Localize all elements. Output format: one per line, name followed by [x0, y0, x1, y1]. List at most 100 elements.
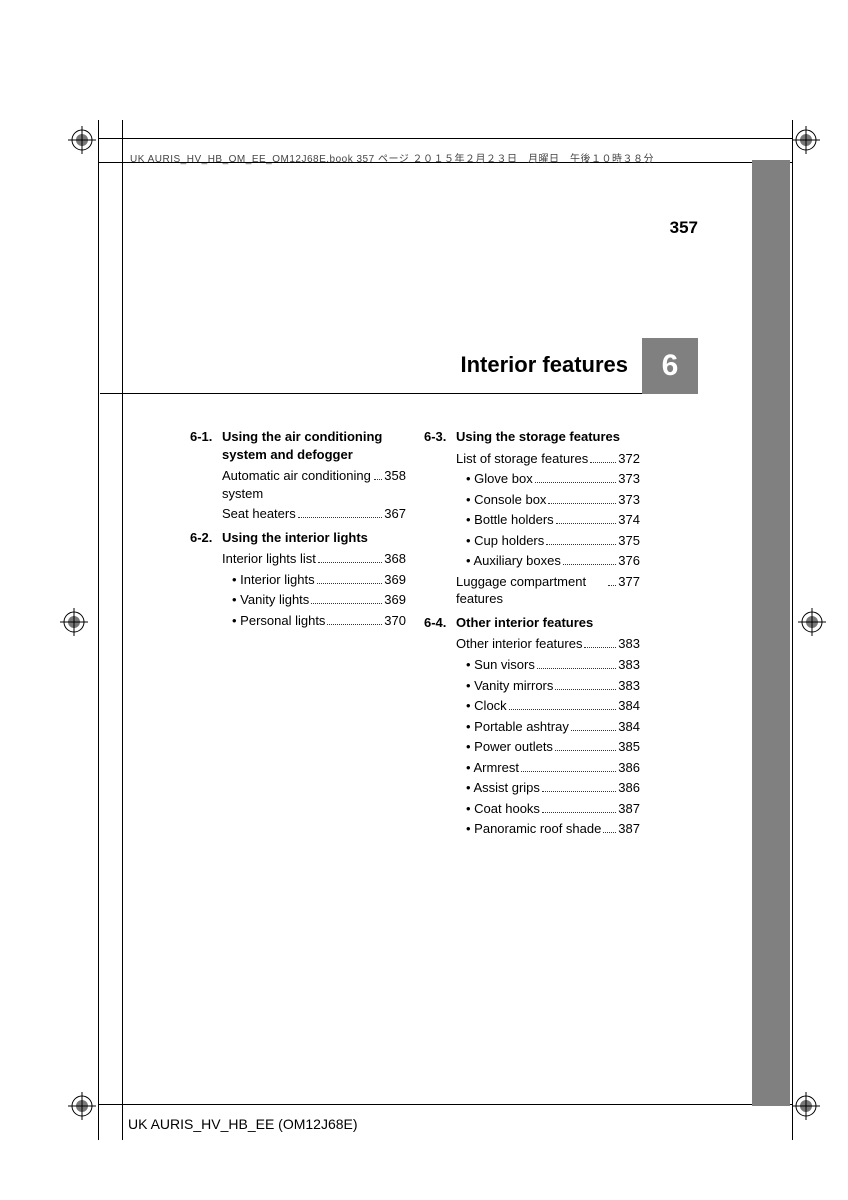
toc-section-number: 6-1.	[190, 428, 222, 463]
toc-entry: • Auxiliary boxes 376	[466, 552, 640, 570]
header-meta-text: UK AURIS_HV_HB_OM_EE_OM12J68E.book 357 ペ…	[130, 150, 654, 165]
toc-entry-label: Other interior features	[456, 635, 582, 653]
toc-entry-page: 385	[618, 738, 640, 756]
toc-entry-page: 383	[618, 677, 640, 695]
registration-mark-icon	[792, 126, 820, 154]
toc-entry-page: 370	[384, 612, 406, 630]
toc-entry-page: 373	[618, 470, 640, 488]
toc-entry: Seat heaters367	[222, 505, 406, 523]
toc-entry-label: • Armrest	[466, 759, 519, 777]
frame-line	[792, 120, 793, 1140]
registration-mark-icon	[792, 1092, 820, 1120]
registration-mark-icon	[60, 608, 88, 636]
toc-entry-label: • Clock	[466, 697, 507, 715]
toc-leader	[311, 603, 382, 604]
frame-line	[98, 1104, 793, 1105]
toc-entry: • Coat hooks387	[466, 800, 640, 818]
toc-entry-page: 358	[384, 467, 406, 485]
toc-section-title: Other interior features	[456, 614, 640, 632]
toc-entry-label: Automatic air conditioning system	[222, 467, 372, 502]
toc-entry-page: 374	[618, 511, 640, 529]
toc-entry-label: Luggage compartment features	[456, 573, 606, 608]
toc-leader	[317, 583, 383, 584]
toc-section-title: Using the air conditioning system and de…	[222, 428, 406, 463]
toc-entry-label: • Sun visors	[466, 656, 535, 674]
toc-entry: • Portable ashtray 384	[466, 718, 640, 736]
toc-entry-page: 384	[618, 718, 640, 736]
toc-leader	[509, 709, 617, 710]
toc-entry-label: • Vanity lights	[232, 591, 309, 609]
toc-entry-page: 376	[618, 552, 640, 570]
toc-entry-page: 369	[384, 591, 406, 609]
toc-entry-page: 368	[384, 550, 406, 568]
toc-entry: List of storage features 372	[456, 450, 640, 468]
toc-entry-label: • Portable ashtray	[466, 718, 569, 736]
toc-entry-page: 373	[618, 491, 640, 509]
toc-leader	[521, 771, 616, 772]
toc-entry-label: • Auxiliary boxes	[466, 552, 561, 570]
toc-entry-label: • Power outlets	[466, 738, 553, 756]
toc-section: 6-4.Other interior featuresOther interio…	[424, 614, 640, 838]
toc-entry-label: • Console box	[466, 491, 546, 509]
toc-left-column: 6-1.Using the air conditioning system an…	[190, 428, 406, 844]
toc-entry-page: 375	[618, 532, 640, 550]
toc-entry-label: List of storage features	[456, 450, 588, 468]
page-number: 357	[670, 218, 698, 238]
toc-leader	[318, 562, 382, 563]
toc-entry-label: • Vanity mirrors	[466, 677, 553, 695]
toc-section-heading: 6-4.Other interior features	[424, 614, 640, 632]
toc-leader	[298, 517, 383, 518]
toc-section-title: Using the storage features	[456, 428, 640, 446]
frame-line	[122, 120, 123, 1140]
toc-entry-page: 386	[618, 779, 640, 797]
toc-entry-label: Interior lights list	[222, 550, 316, 568]
toc-leader	[374, 479, 382, 480]
toc-entry: • Cup holders375	[466, 532, 640, 550]
toc-entry: • Clock384	[466, 697, 640, 715]
toc-leader	[608, 585, 616, 586]
toc-entry: • Interior lights369	[232, 571, 406, 589]
toc-leader	[327, 624, 382, 625]
toc-leader	[542, 812, 616, 813]
registration-mark-icon	[68, 1092, 96, 1120]
toc-entry-page: 377	[618, 573, 640, 591]
toc-leader	[537, 668, 616, 669]
toc-leader	[603, 832, 616, 833]
toc-entry: • Bottle holders 374	[466, 511, 640, 529]
toc-section-heading: 6-2.Using the interior lights	[190, 529, 406, 547]
toc-section-heading: 6-3.Using the storage features	[424, 428, 640, 446]
toc-entry: Luggage compartment features 377	[456, 573, 640, 608]
registration-mark-icon	[68, 126, 96, 154]
toc-leader	[548, 503, 616, 504]
toc-entry: • Vanity mirrors 383	[466, 677, 640, 695]
table-of-contents: 6-1.Using the air conditioning system an…	[190, 428, 640, 844]
toc-section: 6-2.Using the interior lights Interior li…	[190, 529, 406, 630]
footer-text: UK AURIS_HV_HB_EE (OM12J68E)	[128, 1116, 358, 1132]
toc-entry: • Vanity lights 369	[232, 591, 406, 609]
toc-entry-page: 372	[618, 450, 640, 468]
toc-entry: Automatic air conditioning system 358	[222, 467, 406, 502]
toc-entry-label: • Assist grips	[466, 779, 540, 797]
toc-leader	[546, 544, 616, 545]
toc-entry-page: 386	[618, 759, 640, 777]
chapter-title: Interior features	[461, 352, 629, 378]
toc-leader	[590, 462, 616, 463]
toc-entry-page: 387	[618, 800, 640, 818]
side-tab	[752, 160, 790, 1106]
frame-line	[98, 120, 99, 1140]
toc-leader	[555, 689, 616, 690]
frame-line	[98, 138, 793, 139]
toc-entry-label: • Panoramic roof shade	[466, 820, 601, 838]
toc-entry-label: Seat heaters	[222, 505, 296, 523]
toc-entry-page: 383	[618, 656, 640, 674]
toc-leader	[555, 750, 616, 751]
toc-entry-label: • Glove box	[466, 470, 533, 488]
toc-entry-label: • Bottle holders	[466, 511, 554, 529]
toc-entry: Other interior features 383	[456, 635, 640, 653]
toc-entry-page: 383	[618, 635, 640, 653]
toc-right-column: 6-3.Using the storage features List of st…	[424, 428, 640, 844]
toc-leader	[542, 791, 616, 792]
toc-entry-label: • Personal lights	[232, 612, 325, 630]
toc-entry: • Armrest 386	[466, 759, 640, 777]
toc-entry: • Assist grips 386	[466, 779, 640, 797]
